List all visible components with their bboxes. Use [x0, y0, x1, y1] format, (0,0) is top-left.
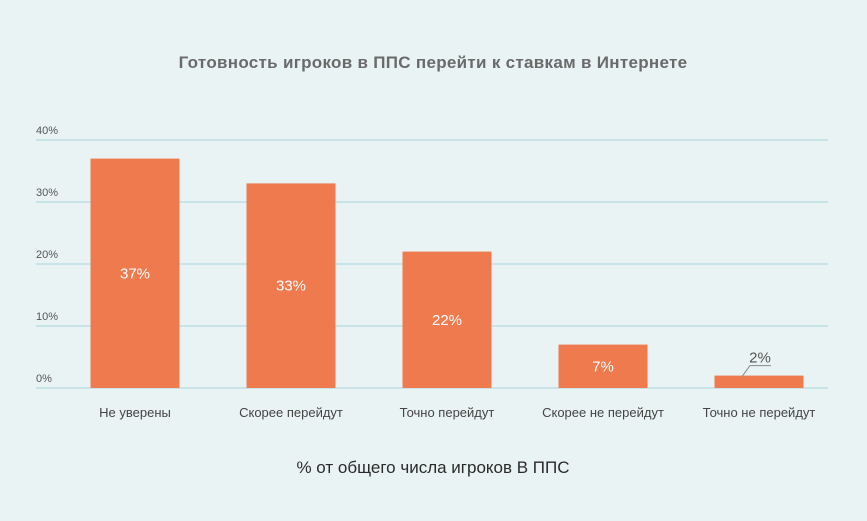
data-label: 7% [592, 358, 614, 375]
x-axis-label: % от общего числа игроков В ППС [296, 458, 569, 477]
category-label: Не уверены [99, 405, 171, 420]
data-label: 22% [432, 312, 462, 329]
category-label: Точно перейдут [400, 405, 495, 420]
category-label: Скорее перейдут [239, 405, 343, 420]
bar [246, 183, 336, 388]
data-label: 33% [276, 278, 306, 295]
bar [90, 158, 180, 388]
bar [558, 344, 648, 388]
y-tick-label: 30% [36, 187, 58, 199]
y-tick-label: 40% [36, 125, 58, 137]
bars-layer [90, 158, 804, 388]
y-tick-label: 20% [36, 249, 58, 261]
category-label: Точно не перейдут [703, 405, 816, 420]
data-labels-layer: 37% 33% 22% 7% 2% [120, 265, 771, 377]
bar [714, 375, 804, 388]
y-tick-label: 0% [36, 373, 52, 385]
bar [402, 251, 492, 388]
data-label-leader [741, 365, 771, 377]
data-label: 37% [120, 265, 150, 282]
category-label: Скорее не перейдут [542, 405, 664, 420]
chart-title: Готовность игроков в ППС перейти к ставк… [179, 53, 688, 72]
data-label: 2% [749, 350, 771, 367]
y-tick-label: 10% [36, 311, 58, 323]
category-labels-layer: Не уверены Скорее перейдут Точно перейдут С… [99, 405, 815, 420]
